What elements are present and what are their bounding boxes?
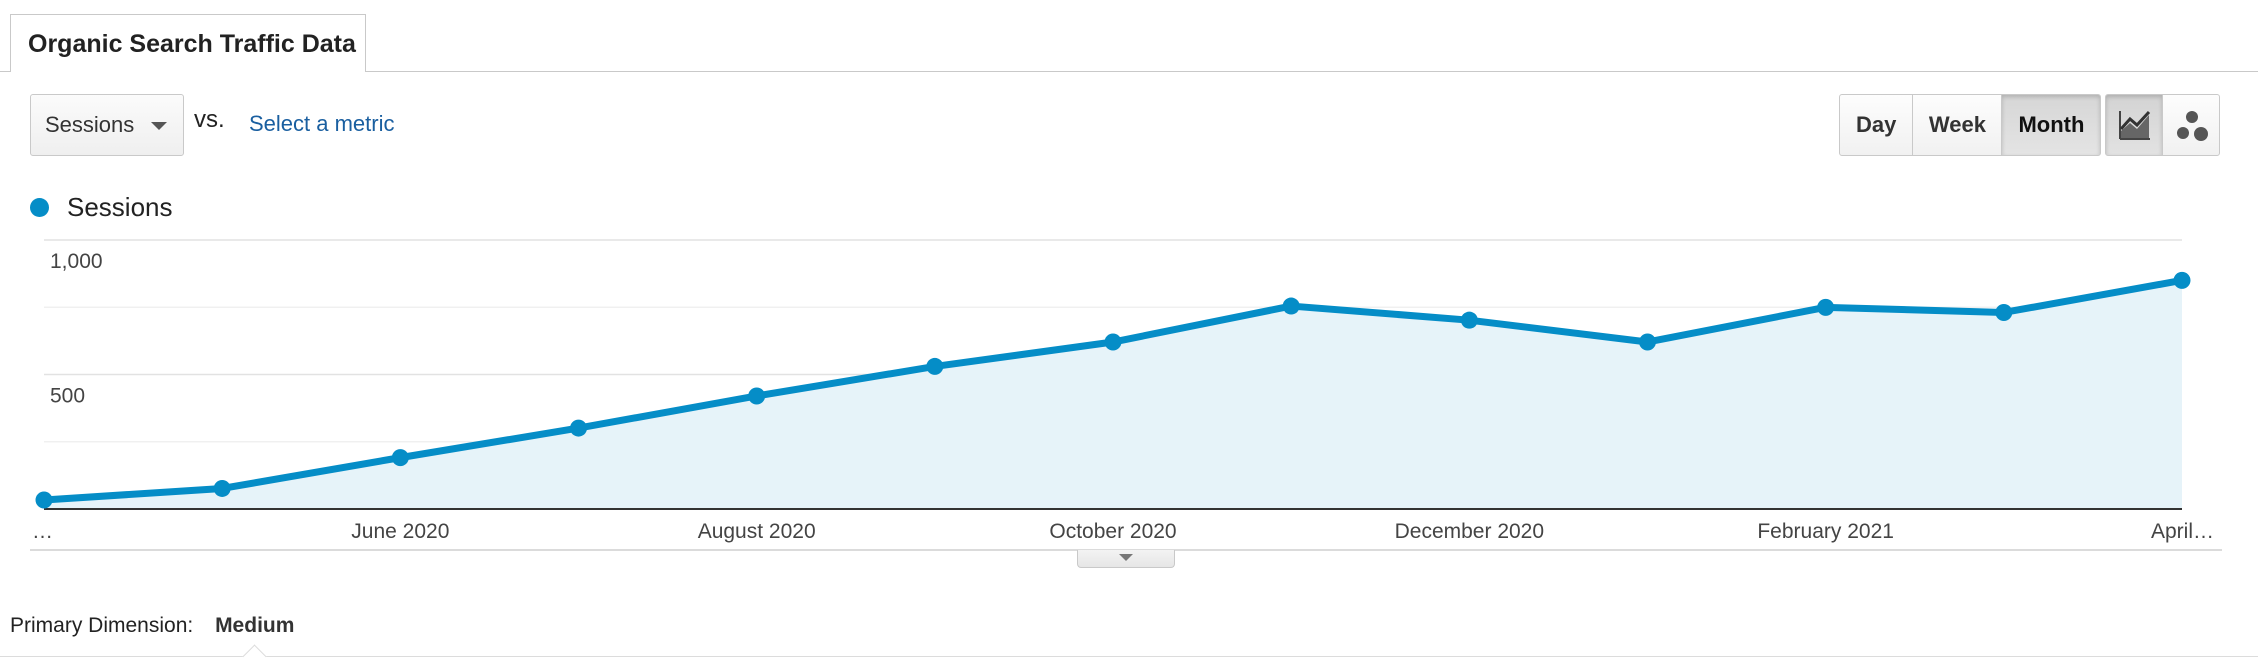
x-tick-label: June 2020 — [351, 520, 449, 543]
primary-dimension-row: Primary Dimension: Medium — [10, 614, 294, 638]
primary-dimension-label: Primary Dimension: — [10, 614, 194, 637]
metric-dropdown[interactable]: Sessions — [30, 94, 184, 156]
data-point[interactable] — [213, 479, 231, 497]
motion-chart-icon — [2176, 111, 2208, 141]
y-tick-label: 1,000 — [50, 250, 103, 273]
series-area-sessions — [44, 280, 2182, 509]
legend-label-sessions: Sessions — [67, 191, 173, 222]
data-point[interactable] — [1817, 298, 1835, 316]
metric-dropdown-value: Sessions — [45, 112, 135, 137]
data-point[interactable] — [1639, 333, 1656, 351]
data-point[interactable] — [570, 419, 587, 437]
chart-legend: Sessions — [30, 190, 173, 224]
data-point[interactable] — [748, 387, 766, 405]
tab-organic-search-traffic[interactable]: Organic Search Traffic Data — [10, 14, 366, 72]
data-point[interactable] — [1460, 311, 1478, 329]
line-chart-icon — [2119, 110, 2151, 140]
primary-dimension-divider — [0, 656, 2258, 657]
data-point[interactable] — [2173, 271, 2191, 289]
vs-label: vs. — [194, 106, 225, 133]
line-chart-view-button[interactable] — [2105, 94, 2163, 156]
primary-dimension-medium[interactable]: Medium — [215, 614, 295, 637]
tab-strip-divider — [0, 71, 2258, 72]
month-button[interactable]: Month — [2001, 94, 2102, 156]
x-tick-label: December 2020 — [1395, 520, 1544, 543]
x-tick-label: February 2021 — [1757, 520, 1894, 543]
week-button[interactable]: Week — [1911, 94, 2003, 156]
data-point[interactable] — [391, 449, 409, 467]
x-tick-label: October 2020 — [1049, 520, 1176, 543]
data-point[interactable] — [35, 491, 53, 509]
chart-expand-handle[interactable] — [1077, 550, 1175, 568]
day-button[interactable]: Day — [1839, 94, 1914, 156]
y-tick-label: 500 — [50, 385, 85, 408]
data-point[interactable] — [1282, 297, 1300, 315]
legend-swatch-sessions — [30, 197, 49, 217]
chevron-down-icon — [1119, 554, 1133, 561]
sessions-chart: 1,000 500 … June 2020 August 2020 October 202… — [30, 239, 2222, 551]
data-point[interactable] — [1104, 333, 1122, 351]
period-toggle: Day Week Month — [1839, 94, 2102, 156]
data-point[interactable] — [1995, 303, 2013, 321]
active-dimension-pointer — [242, 644, 267, 669]
data-point[interactable] — [926, 357, 944, 375]
x-tick-label: April… — [2151, 520, 2214, 543]
x-tick-label: … — [32, 520, 53, 543]
chevron-down-icon — [151, 122, 167, 130]
tab-strip: Organic Search Traffic Data — [0, 0, 2258, 72]
chart-view-toggle — [2105, 94, 2220, 156]
motion-chart-view-button[interactable] — [2161, 94, 2220, 156]
x-tick-label: August 2020 — [698, 520, 816, 543]
select-metric-link[interactable]: Select a metric — [249, 111, 395, 136]
